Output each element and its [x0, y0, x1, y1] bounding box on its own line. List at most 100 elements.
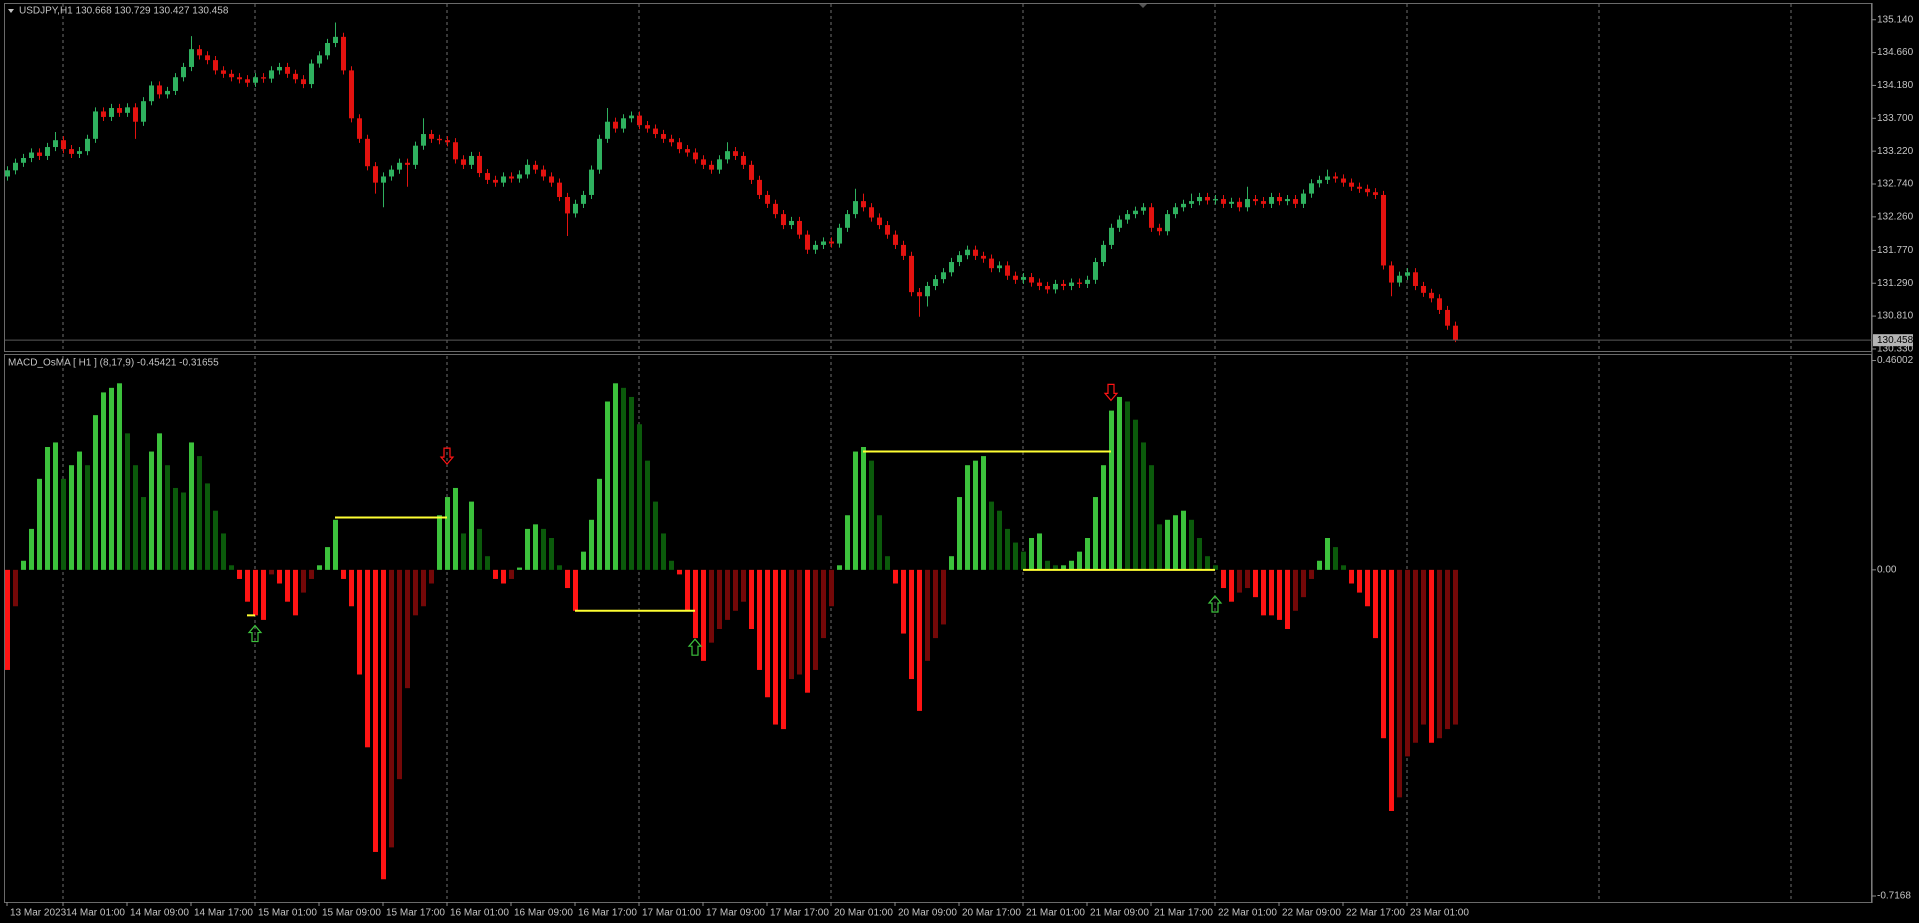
candle-body — [93, 111, 98, 139]
histogram-bar — [1421, 569, 1426, 725]
x-tick-label: 16 Mar 01:00 — [450, 908, 509, 919]
histogram-bar — [765, 569, 770, 698]
histogram-bar — [165, 465, 170, 570]
histogram-bar — [1381, 569, 1386, 739]
histogram-bar — [733, 569, 738, 611]
candle-body — [1141, 207, 1146, 211]
candle-body — [749, 164, 754, 180]
y-tick-label: 132.740 — [1877, 179, 1914, 190]
candle-body — [813, 244, 818, 250]
histogram-bar — [1229, 569, 1234, 602]
histogram-bar — [885, 556, 890, 570]
signal-arrow — [1103, 383, 1119, 402]
candle-body — [469, 155, 474, 165]
candle-body — [157, 85, 162, 95]
candle-body — [1077, 282, 1082, 284]
histogram-bar — [901, 569, 906, 634]
signal-arrow — [687, 638, 703, 656]
candle-body — [629, 115, 634, 119]
candle-body — [1293, 199, 1298, 204]
candle-body — [85, 138, 90, 152]
histogram-bar — [133, 465, 138, 570]
histogram-bar — [37, 478, 42, 570]
indicator-pane-title: MACD_OsMA [ H1 ] (8,17,9) -0.45421 -0.31… — [8, 358, 219, 369]
histogram-bar — [293, 569, 298, 616]
candle-body — [645, 125, 650, 129]
histogram-bar — [109, 387, 114, 570]
candle-body — [45, 147, 50, 156]
histogram-bar — [925, 569, 930, 661]
candle-body — [1317, 179, 1322, 184]
candle-body — [1397, 275, 1402, 283]
candle-body — [461, 159, 466, 165]
candle-body — [1085, 279, 1090, 284]
x-tick-label: 21 Mar 01:00 — [1026, 908, 1085, 919]
candle-body — [101, 111, 106, 117]
candle-body — [429, 134, 434, 139]
candle-body — [581, 194, 586, 204]
y-tick-label: -0.7168 — [1877, 891, 1911, 902]
histogram-bar — [93, 415, 98, 570]
x-tick-label: 22 Mar 09:00 — [1282, 908, 1341, 919]
histogram-bar — [469, 501, 474, 570]
histogram-bar — [837, 565, 842, 570]
candle-body — [1301, 193, 1306, 204]
histogram-bar — [445, 497, 450, 570]
candle-body — [53, 140, 58, 148]
candle-body — [1213, 199, 1218, 201]
histogram-bar — [1413, 569, 1418, 743]
candle-body — [1229, 201, 1234, 204]
histogram-bar — [1133, 419, 1138, 570]
candle-body — [333, 36, 338, 44]
candle-body — [509, 176, 514, 179]
x-tick-label: 20 Mar 09:00 — [898, 908, 957, 919]
candle-body — [189, 49, 194, 67]
candle-body — [365, 138, 370, 167]
x-tick-label: 15 Mar 01:00 — [258, 908, 317, 919]
histogram-bar — [573, 569, 578, 611]
histogram-bar — [13, 569, 18, 607]
candle-body — [1333, 176, 1338, 179]
candle-body — [1061, 283, 1066, 286]
histogram-bar — [5, 569, 10, 670]
histogram-bar — [53, 442, 58, 570]
current-price-box — [1873, 334, 1913, 347]
x-tick-label: 21 Mar 17:00 — [1154, 908, 1213, 919]
candle-body — [1125, 214, 1130, 220]
histogram-bar — [893, 569, 898, 584]
histogram-bar — [669, 560, 674, 570]
histogram-bar — [357, 569, 362, 675]
histogram-bar — [941, 569, 946, 625]
histogram-bar — [1365, 569, 1370, 607]
histogram-bar — [1389, 569, 1394, 811]
histogram-bar — [709, 569, 714, 643]
x-tick-label: 13 Mar 2023 — [10, 908, 67, 919]
histogram-bar — [549, 538, 554, 570]
candle-body — [677, 142, 682, 150]
histogram-bar — [317, 565, 322, 570]
histogram-bar — [517, 567, 522, 570]
histogram-bar — [853, 451, 858, 570]
histogram-bar — [1013, 542, 1018, 570]
candle-body — [1245, 199, 1250, 208]
candle-body — [125, 107, 130, 113]
candle-body — [1429, 292, 1434, 299]
histogram-bar — [1037, 533, 1042, 570]
y-tick-label: 133.700 — [1877, 113, 1914, 124]
histogram-bar — [453, 487, 458, 570]
histogram-bar — [485, 556, 490, 570]
histogram-bar — [245, 569, 250, 602]
candle-body — [165, 90, 170, 95]
histogram-bar — [1285, 569, 1290, 629]
histogram-bar — [1045, 560, 1050, 570]
candle-body — [173, 77, 178, 91]
candle-body — [309, 63, 314, 85]
candle-body — [357, 118, 362, 139]
histogram-bar — [397, 569, 402, 780]
current-price-label: 130.458 — [1877, 335, 1914, 346]
histogram-bar — [1117, 396, 1122, 570]
histogram-bar — [965, 465, 970, 570]
candle-body — [1029, 277, 1034, 283]
candle-body — [1045, 285, 1050, 290]
